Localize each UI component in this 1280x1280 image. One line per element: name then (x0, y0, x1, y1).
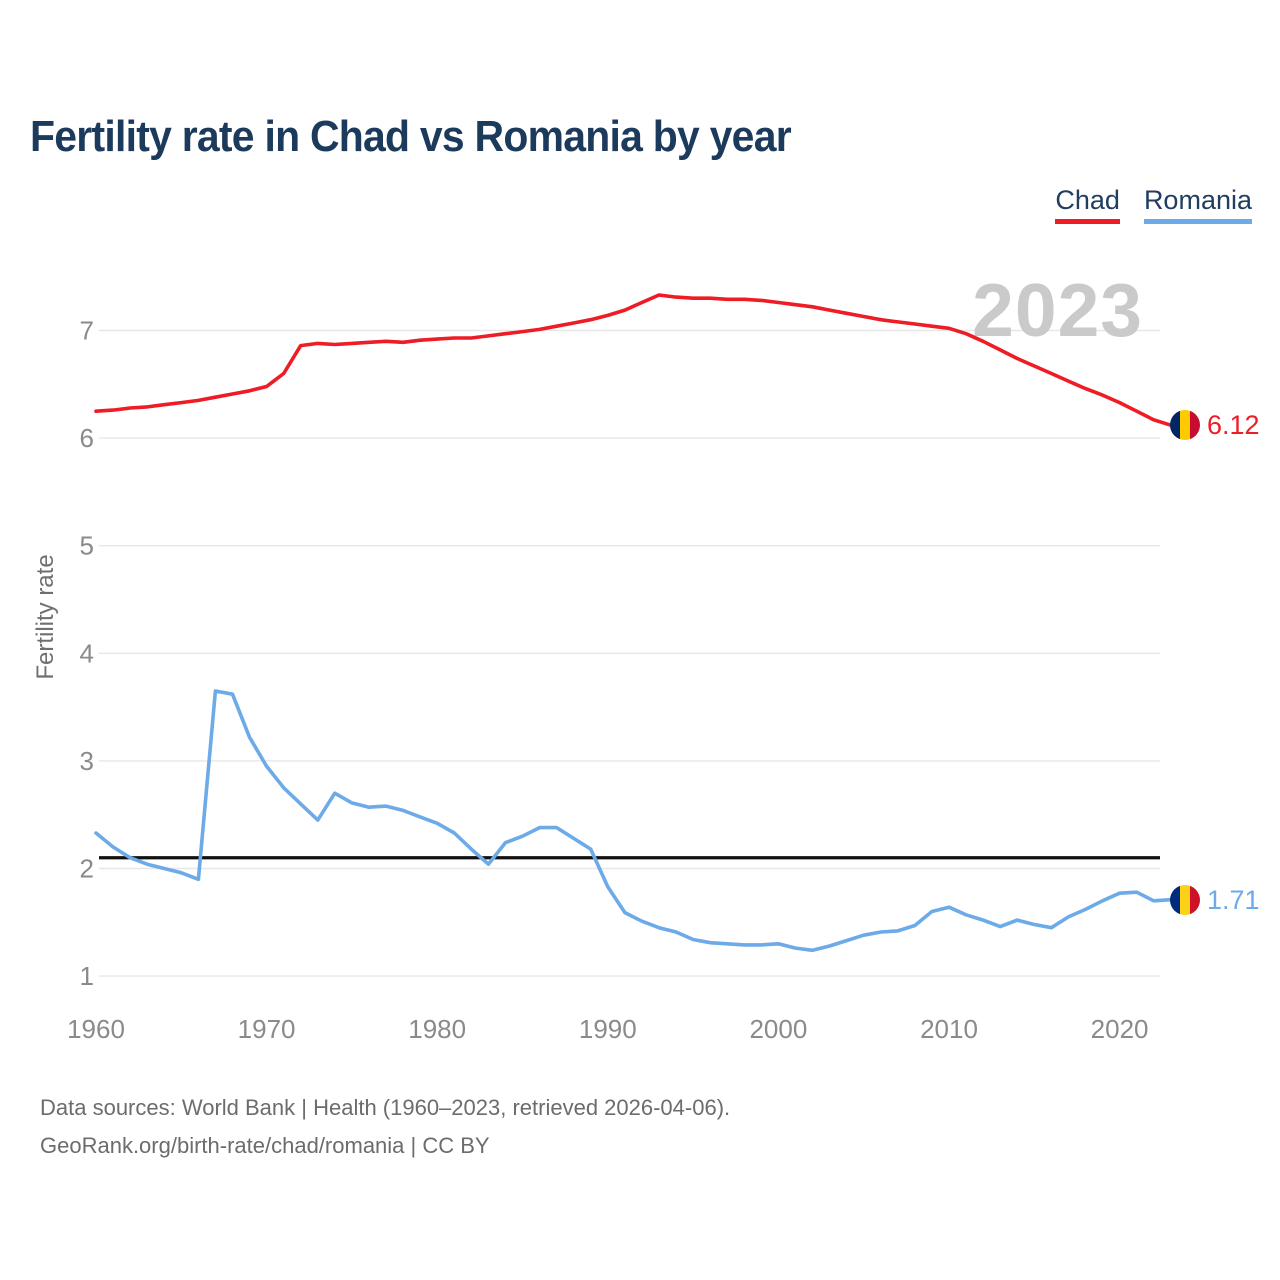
source-url-line: GeoRank.org/birth-rate/chad/romania | CC… (40, 1133, 490, 1158)
grid-layer: 7 6 5 4 3 2 1 1960 1970 1980 1990 2000 2010 2020 (67, 316, 1160, 1044)
legend-label-romania: Romania (1143, 185, 1252, 215)
y-tick-label: 5 (80, 531, 94, 561)
legend: Chad Romania (1055, 185, 1252, 224)
y-tick-label: 3 (80, 746, 94, 776)
x-tick-label: 2020 (1091, 1014, 1149, 1044)
chad-flag-icon (1170, 410, 1200, 441)
x-tick-label: 1990 (579, 1014, 637, 1044)
chad-end-value: 6.12 (1207, 410, 1260, 441)
watermark-year: 2023 (972, 268, 1143, 352)
data-sources-line: Data sources: World Bank | Health (1960–… (40, 1095, 731, 1120)
romania-line (94, 689, 1173, 953)
x-tick-label: 1980 (408, 1014, 466, 1044)
legend-item-romania[interactable]: Romania (1143, 185, 1252, 224)
page-title: Fertility rate in Chad vs Romania by yea… (30, 112, 792, 161)
x-tick-label: 2000 (749, 1014, 807, 1044)
chad-line (94, 293, 1173, 427)
romania-end-value: 1.71 (1207, 884, 1260, 915)
y-tick-label: 7 (80, 316, 94, 346)
attribution-footer: Data sources: World Bank | Health (1960–… (40, 1089, 730, 1165)
legend-item-chad[interactable]: Chad (1055, 185, 1120, 224)
romania-flag-icon (1170, 884, 1200, 915)
y-axis-title: Fertility rate (32, 554, 59, 680)
y-tick-label: 4 (80, 638, 94, 668)
line-layer (94, 293, 1173, 953)
y-tick-label: 6 (80, 423, 94, 453)
y-tick-label: 2 (80, 854, 94, 884)
x-tick-label: 2010 (920, 1014, 978, 1044)
legend-label-chad: Chad (1055, 185, 1120, 215)
y-tick-label: 1 (80, 961, 94, 991)
x-tick-label: 1970 (238, 1014, 296, 1044)
x-tick-label: 1960 (67, 1014, 125, 1044)
